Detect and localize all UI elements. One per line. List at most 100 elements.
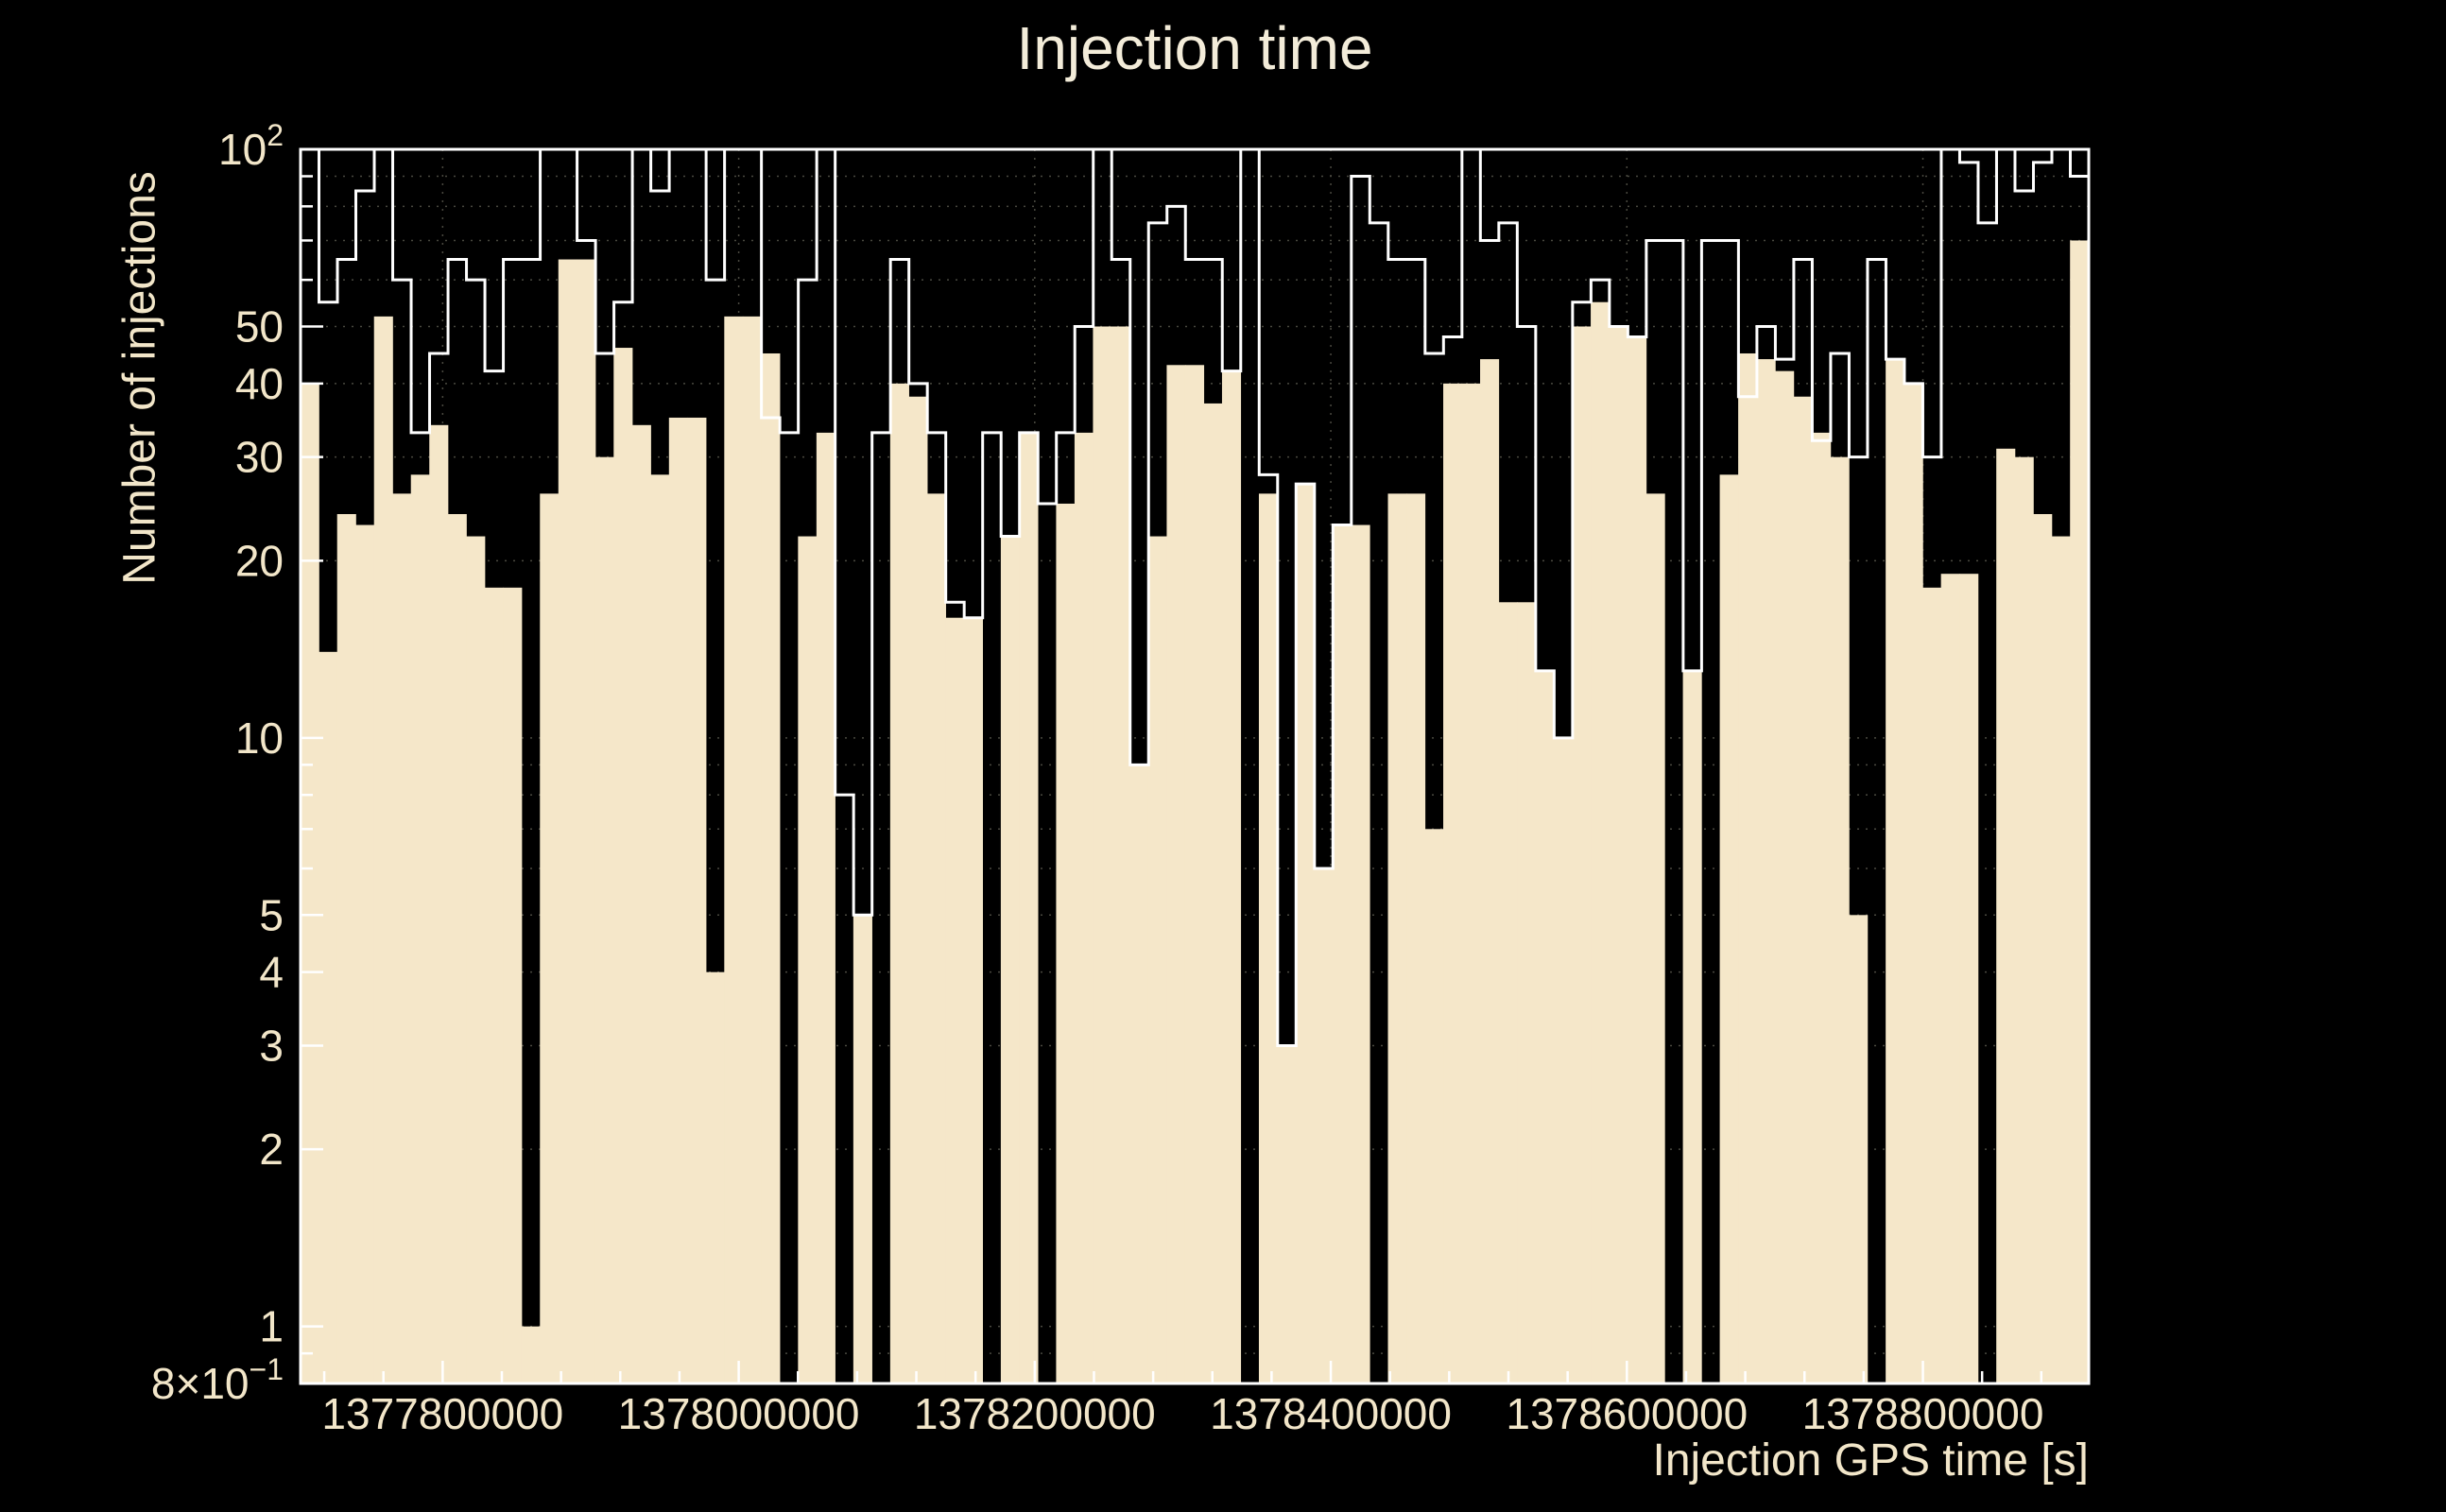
histogram-bar bbox=[613, 348, 633, 1384]
histogram-bar bbox=[577, 259, 596, 1384]
histogram-bar bbox=[761, 352, 781, 1384]
histogram-bar bbox=[1351, 524, 1370, 1383]
histogram-bar bbox=[558, 259, 577, 1384]
histogram-bar bbox=[1572, 326, 1592, 1384]
histogram-bar bbox=[1903, 383, 1923, 1383]
histogram-bar bbox=[1258, 493, 1279, 1383]
histogram-bar bbox=[466, 536, 486, 1383]
histogram-bar bbox=[650, 474, 670, 1384]
chart-title: Injection time bbox=[1016, 14, 1373, 82]
histogram-bar bbox=[2014, 456, 2034, 1383]
histogram-bar bbox=[1184, 365, 1205, 1384]
histogram-bar bbox=[1775, 370, 1795, 1383]
x-axis-label: Injection GPS time [s] bbox=[1652, 1435, 2089, 1486]
histogram-bar bbox=[594, 456, 614, 1383]
histogram-bar bbox=[1498, 602, 1518, 1383]
histogram-bar bbox=[1277, 1045, 1297, 1383]
histogram-bar bbox=[1166, 365, 1186, 1384]
histogram-bar bbox=[1535, 670, 1555, 1383]
y-tick-label: 5 bbox=[259, 890, 284, 939]
histogram-bar bbox=[1830, 456, 1850, 1383]
histogram-bar bbox=[1996, 448, 2016, 1383]
histogram-bar bbox=[1645, 493, 1665, 1383]
histogram-bar bbox=[631, 424, 651, 1383]
histogram-bar bbox=[853, 915, 872, 1383]
histogram-bar bbox=[2033, 514, 2053, 1383]
x-tick-label: 1378600000 bbox=[1506, 1389, 1748, 1438]
y-tick-label: 2 bbox=[259, 1125, 284, 1174]
histogram-bar bbox=[724, 316, 744, 1383]
histogram-bar bbox=[1019, 432, 1039, 1383]
histogram-bar bbox=[1628, 336, 1647, 1383]
x-tick-label: 1378800000 bbox=[1802, 1389, 2044, 1438]
histogram-bar bbox=[447, 514, 467, 1383]
histogram-bar bbox=[1332, 524, 1352, 1383]
histogram-bar bbox=[1093, 326, 1112, 1384]
histogram-bar bbox=[1111, 326, 1131, 1384]
plot-frame bbox=[299, 147, 2091, 1385]
histogram-bar bbox=[1147, 536, 1168, 1383]
histogram-bar bbox=[410, 474, 430, 1384]
histogram-bar bbox=[1314, 868, 1334, 1383]
histogram-bar bbox=[1554, 737, 1574, 1383]
histogram-bar bbox=[1922, 587, 1942, 1383]
histogram-bar bbox=[1129, 765, 1149, 1383]
histogram-bar bbox=[1609, 326, 1628, 1384]
histogram-bar bbox=[336, 514, 356, 1383]
histogram-bar bbox=[1056, 503, 1076, 1383]
histogram-bar bbox=[1387, 493, 1407, 1383]
histogram-bar bbox=[963, 617, 983, 1383]
histogram-bar bbox=[908, 396, 928, 1383]
histogram-bar bbox=[1738, 352, 1758, 1384]
histogram-bar bbox=[1221, 370, 1242, 1383]
histogram-bar bbox=[1682, 670, 1702, 1383]
histogram-bar bbox=[1591, 301, 1611, 1383]
y-tick-label: 50 bbox=[235, 301, 284, 351]
histogram-bar bbox=[300, 383, 319, 1383]
histogram-bar bbox=[668, 417, 688, 1383]
step-outline bbox=[301, 147, 2089, 1047]
histogram-bar bbox=[705, 971, 725, 1383]
histogram-bar bbox=[429, 424, 449, 1383]
histogram-bar bbox=[1793, 396, 1813, 1383]
histogram-bar bbox=[687, 417, 707, 1383]
histogram-bar bbox=[889, 383, 909, 1383]
histogram-bar bbox=[355, 524, 375, 1383]
histogram-bar bbox=[1886, 359, 1905, 1384]
y-tick-label: 30 bbox=[235, 433, 284, 482]
histogram-bar bbox=[2070, 240, 2090, 1384]
histogram-bar bbox=[2051, 536, 2071, 1383]
histogram-bar bbox=[1000, 536, 1021, 1383]
histogram-bar bbox=[1406, 493, 1426, 1383]
histogram-bar bbox=[926, 493, 946, 1383]
x-tick-label: 1378000000 bbox=[618, 1389, 860, 1438]
histogram-bar bbox=[540, 493, 560, 1383]
histogram-bar bbox=[945, 617, 965, 1383]
histogram-bar bbox=[1203, 403, 1223, 1383]
x-tick-label: 1378200000 bbox=[914, 1389, 1156, 1438]
y-tick-label: 10 bbox=[235, 713, 284, 763]
histogram-bar bbox=[1074, 432, 1094, 1383]
histogram-bar bbox=[319, 651, 338, 1383]
histogram-bar bbox=[392, 493, 412, 1383]
x-tick-label: 1377800000 bbox=[321, 1389, 563, 1438]
histogram-bar bbox=[798, 536, 818, 1383]
histogram-bar bbox=[521, 1326, 541, 1383]
y-tick-label: 40 bbox=[235, 359, 284, 408]
y-tick-label: 4 bbox=[259, 948, 284, 997]
histogram-bar bbox=[503, 587, 523, 1383]
histogram-bar bbox=[1849, 915, 1869, 1383]
histogram-bar bbox=[1719, 474, 1739, 1384]
histogram-bar bbox=[1756, 359, 1776, 1384]
histogram-bar bbox=[1812, 432, 1832, 1383]
histogram-bar bbox=[1461, 383, 1481, 1383]
histogram-bar bbox=[1424, 829, 1444, 1383]
histogram-bar bbox=[742, 316, 762, 1383]
histogram-bar bbox=[1940, 574, 1960, 1383]
histogram-bar bbox=[816, 432, 835, 1383]
y-axis-label: Number of injections bbox=[114, 171, 165, 585]
y-tick-label: 20 bbox=[235, 536, 284, 585]
histogram-bar bbox=[1959, 574, 1979, 1383]
